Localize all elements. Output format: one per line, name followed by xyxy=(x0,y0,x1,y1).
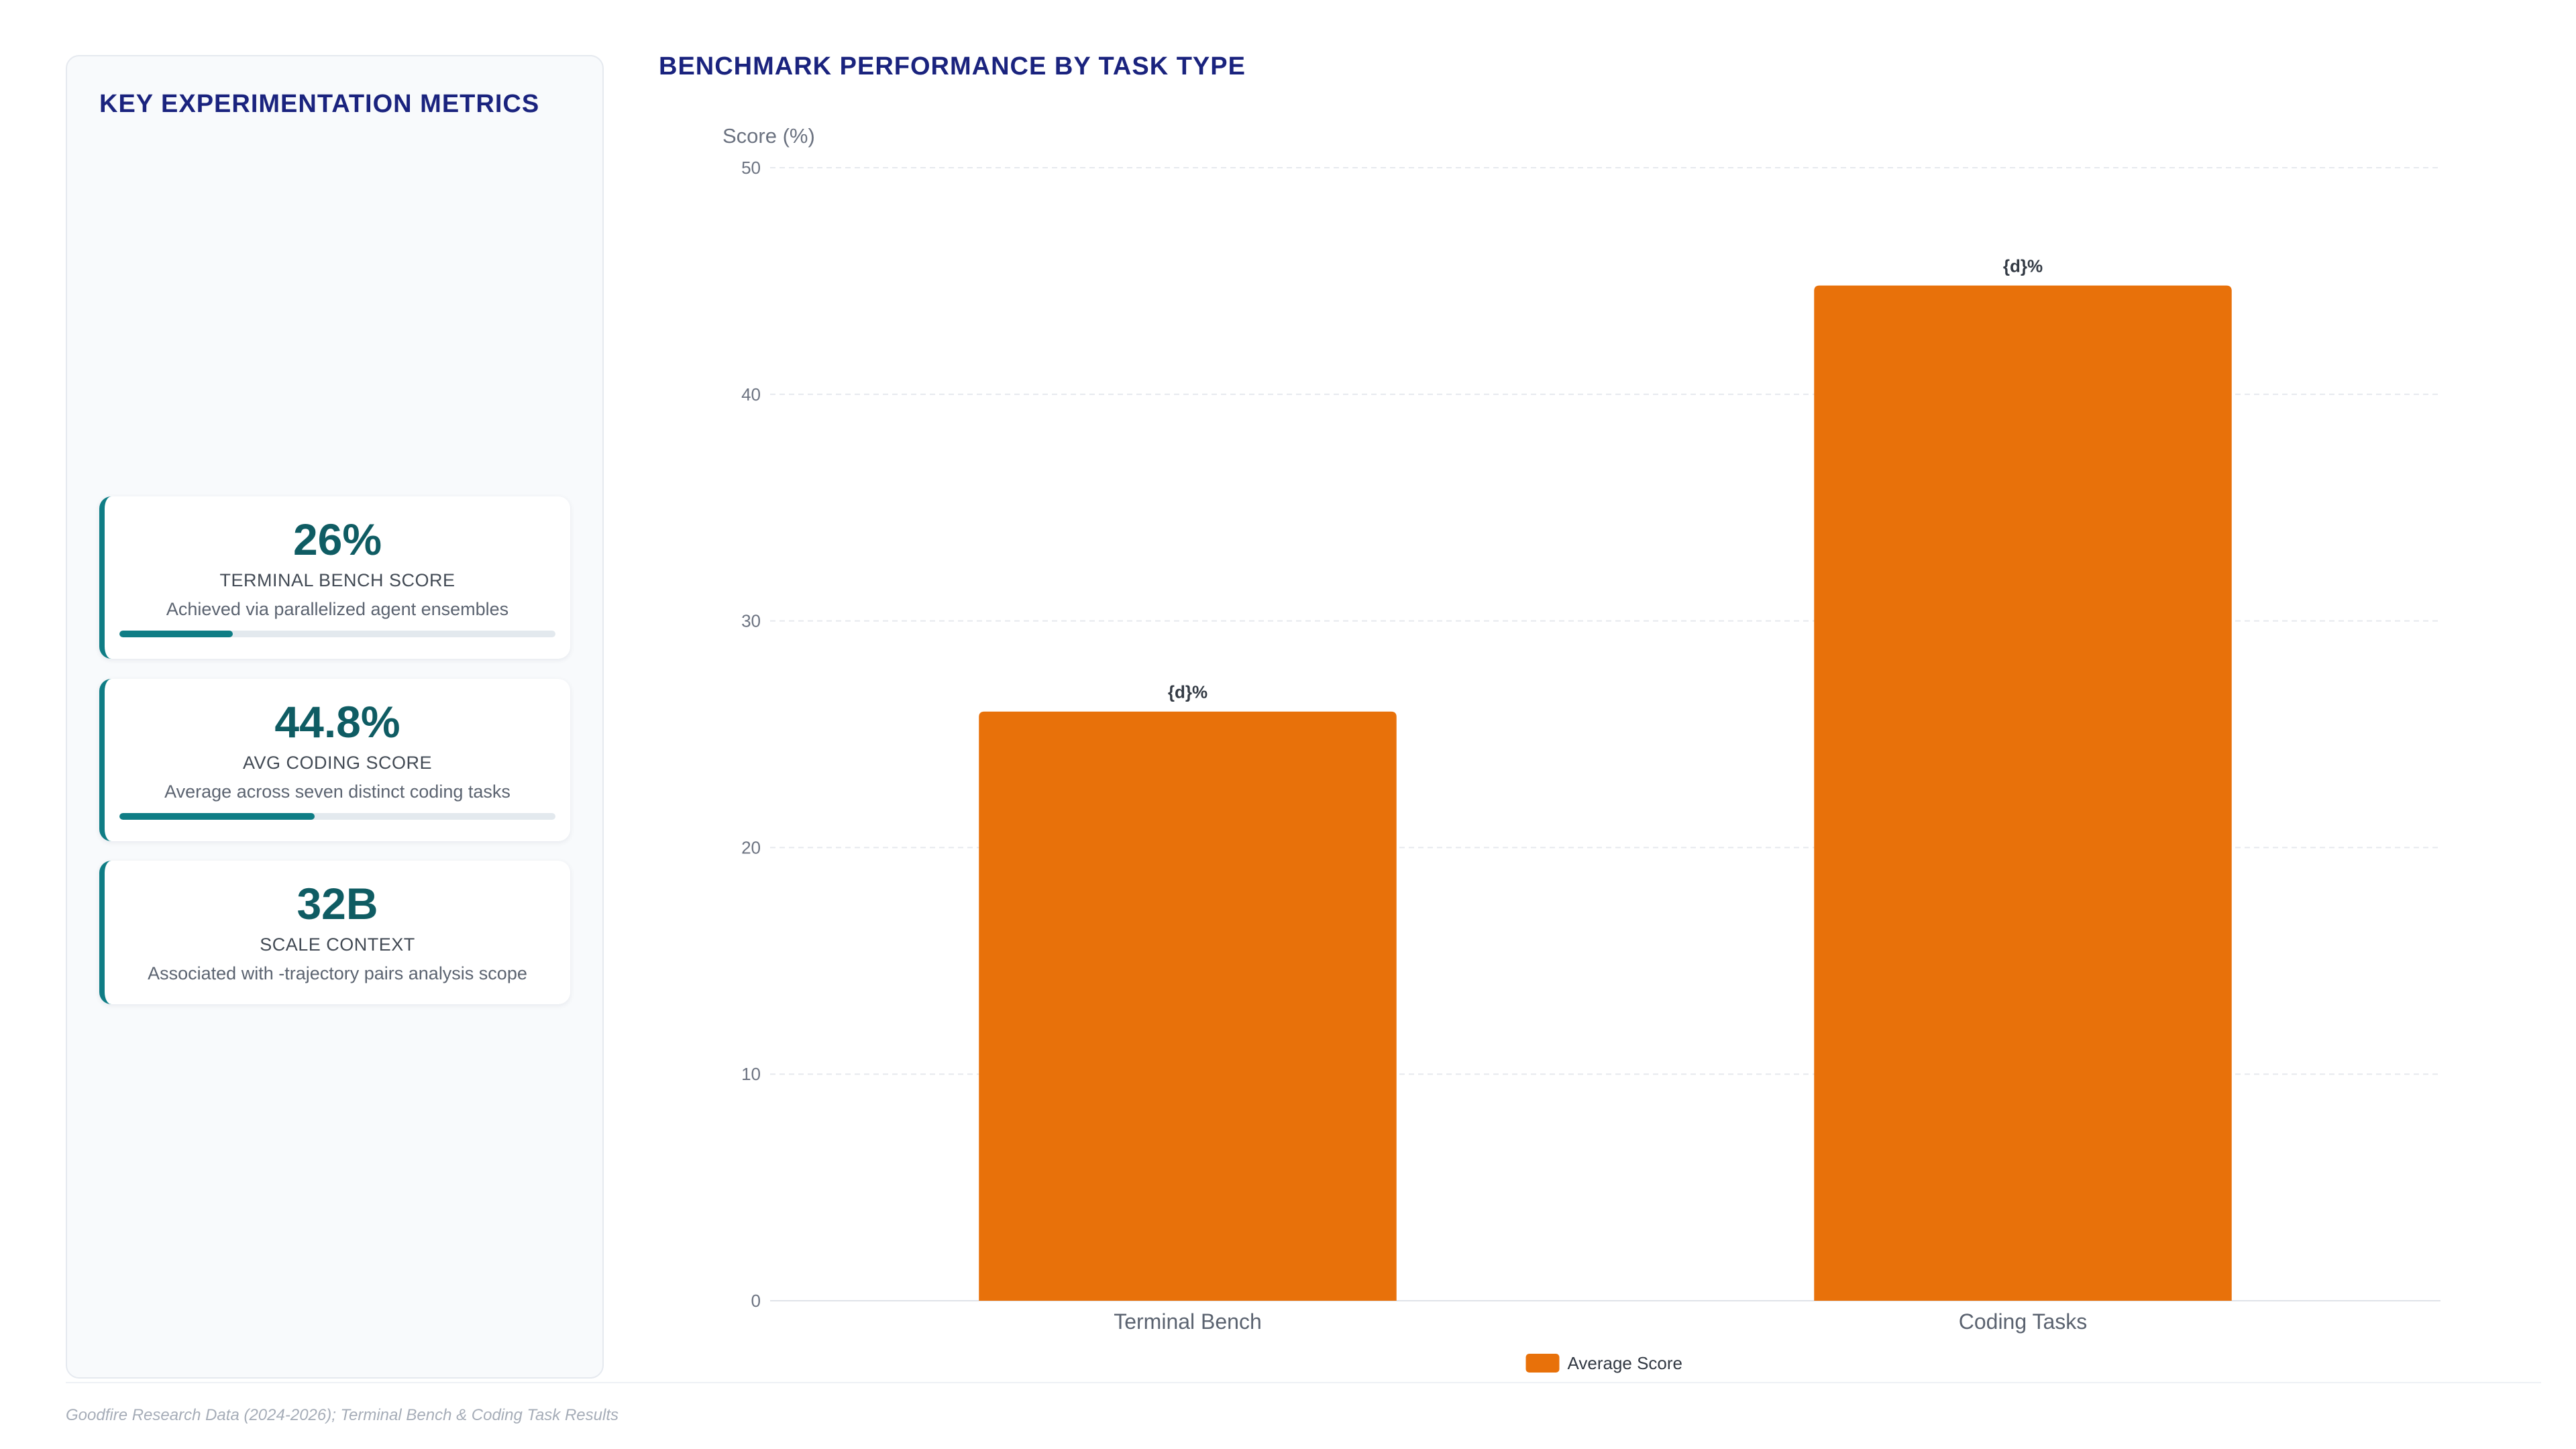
bar xyxy=(1814,285,2232,1301)
metric-description: Associated with -trajectory pairs analys… xyxy=(148,963,527,983)
y-tick-label: 40 xyxy=(741,384,761,405)
chart-title: BENCHMARK PERFORMANCE BY TASK TYPE xyxy=(659,52,1246,80)
metric-label: TERMINAL BENCH SCORE xyxy=(219,570,455,590)
legend-swatch xyxy=(1525,1354,1560,1373)
metric-value: 44.8% xyxy=(274,697,400,747)
bars xyxy=(979,285,2232,1301)
bar xyxy=(979,711,1397,1301)
metric-progress-fill xyxy=(119,631,233,637)
source-note: Goodfire Research Data (2024-2026); Term… xyxy=(66,1406,619,1424)
metric-card-terminal-bench: 26% TERMINAL BENCH SCORE Achieved via pa… xyxy=(99,496,570,659)
metric-progress-fill xyxy=(119,813,315,820)
metric-label: AVG CODING SCORE xyxy=(242,753,433,773)
x-tick-label: Terminal Bench xyxy=(1114,1309,1262,1334)
data-label: {d}% xyxy=(2003,256,2043,276)
x-axis-ticks: Terminal Bench Coding Tasks xyxy=(1114,1309,2087,1334)
metric-progress-track xyxy=(119,631,555,637)
metric-card-coding-score: 44.8% AVG CODING SCORE Average across se… xyxy=(99,679,570,841)
metric-value: 26% xyxy=(292,515,382,564)
metrics-panel: KEY EXPERIMENTATION METRICS 26% TERMINAL… xyxy=(66,55,604,1379)
y-axis-ticks: 0 10 20 30 40 50 xyxy=(741,158,761,1311)
metrics-panel-title: KEY EXPERIMENTATION METRICS xyxy=(99,90,540,118)
y-tick-label: 30 xyxy=(741,611,761,631)
y-tick-label: 20 xyxy=(741,837,761,857)
y-tick-label: 10 xyxy=(741,1064,761,1084)
metric-value: 32B xyxy=(297,879,378,928)
footer-divider xyxy=(66,1382,2541,1383)
data-labels: {d}% {d}% xyxy=(1168,256,2043,702)
metric-label: SCALE CONTEXT xyxy=(260,934,415,955)
legend: Average Score xyxy=(1525,1353,1683,1373)
y-axis-label: Score (%) xyxy=(722,124,815,148)
y-tick-label: 0 xyxy=(751,1291,761,1311)
metric-description: Achieved via parallelized agent ensemble… xyxy=(166,599,509,619)
legend-label: Average Score xyxy=(1568,1353,1683,1373)
x-tick-label: Coding Tasks xyxy=(1959,1309,2088,1334)
data-label: {d}% xyxy=(1168,682,1208,702)
metric-description: Average across seven distinct coding tas… xyxy=(164,782,511,802)
y-tick-label: 50 xyxy=(741,158,761,178)
metric-card-scale-context: 32B SCALE CONTEXT Associated with -traje… xyxy=(99,861,570,1004)
metric-progress-track xyxy=(119,813,555,820)
